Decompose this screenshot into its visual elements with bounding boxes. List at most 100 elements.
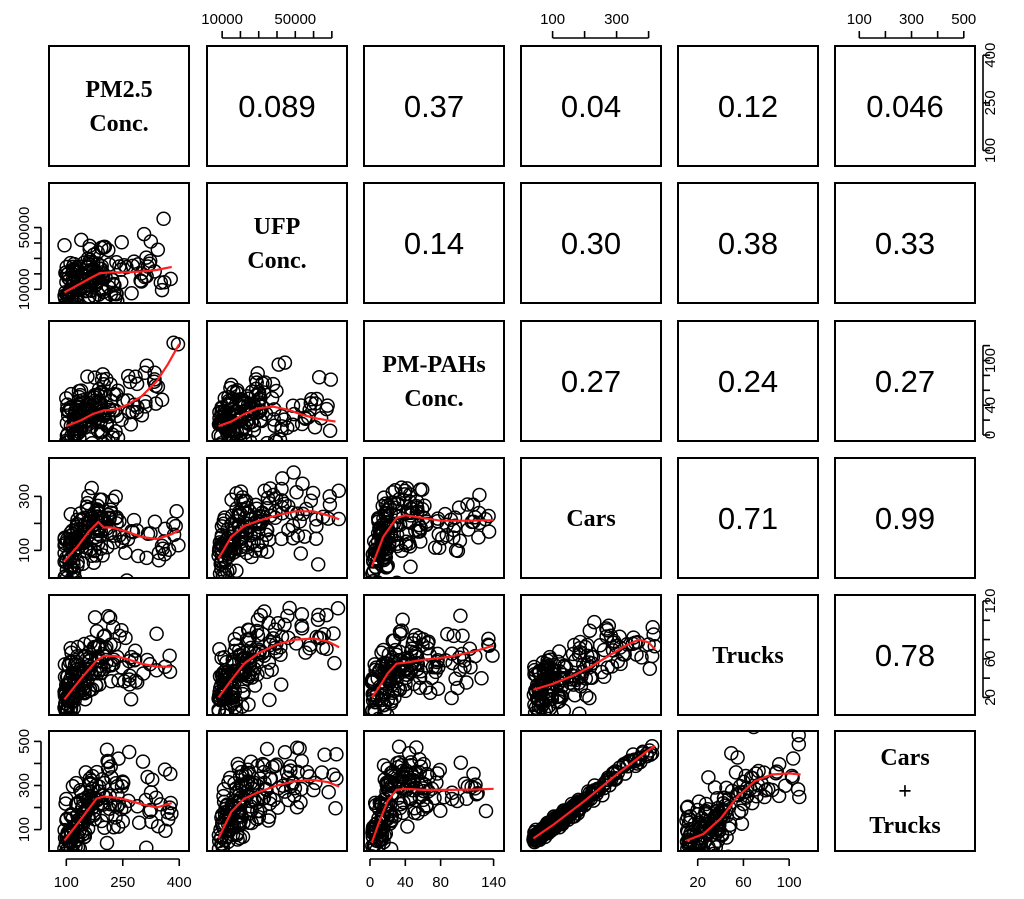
data-point bbox=[143, 802, 159, 818]
data-point bbox=[149, 626, 164, 642]
data-point bbox=[82, 252, 98, 268]
data-point bbox=[222, 808, 238, 824]
data-point bbox=[280, 608, 295, 624]
data-point bbox=[109, 509, 124, 525]
data-point bbox=[60, 702, 75, 714]
data-point bbox=[415, 637, 430, 653]
panel-5-5 bbox=[834, 730, 976, 852]
data-point bbox=[265, 376, 281, 392]
data-point bbox=[277, 744, 293, 760]
data-point bbox=[66, 565, 82, 577]
data-point bbox=[261, 615, 276, 631]
data-point bbox=[273, 647, 288, 663]
data-point bbox=[65, 446, 78, 459]
tick-label: 250 bbox=[982, 90, 999, 115]
panel-frame bbox=[834, 594, 976, 716]
data-point bbox=[242, 433, 258, 440]
data-point bbox=[213, 414, 228, 429]
data-point bbox=[683, 846, 697, 850]
data-point bbox=[472, 487, 487, 503]
panel-frame bbox=[677, 320, 819, 442]
data-point bbox=[384, 808, 400, 824]
data-point bbox=[265, 760, 280, 775]
data-point bbox=[73, 851, 86, 864]
panel-0-3 bbox=[520, 45, 662, 167]
data-point bbox=[68, 444, 81, 457]
data-point bbox=[322, 497, 338, 512]
tick-label: 100 bbox=[16, 538, 33, 563]
data-point bbox=[100, 507, 116, 523]
data-point bbox=[267, 418, 282, 433]
data-point bbox=[791, 736, 807, 752]
data-point bbox=[531, 698, 547, 714]
data-point bbox=[129, 523, 145, 538]
data-point bbox=[214, 530, 229, 545]
data-point bbox=[272, 432, 288, 440]
data-point bbox=[79, 397, 95, 412]
data-point bbox=[531, 824, 547, 840]
data-point bbox=[322, 489, 337, 504]
data-point bbox=[433, 803, 448, 819]
smooth-line bbox=[218, 405, 336, 428]
data-point bbox=[84, 480, 99, 496]
data-point bbox=[681, 832, 696, 847]
data-point bbox=[393, 796, 408, 812]
data-point bbox=[236, 657, 251, 672]
data-point bbox=[376, 642, 391, 658]
data-point bbox=[463, 659, 478, 675]
data-point bbox=[697, 856, 710, 869]
data-point bbox=[224, 444, 237, 457]
data-point bbox=[148, 396, 164, 411]
data-point bbox=[68, 427, 84, 440]
data-point bbox=[275, 471, 290, 486]
data-point bbox=[790, 782, 806, 797]
data-point bbox=[216, 681, 232, 696]
data-point bbox=[214, 650, 229, 666]
data-point bbox=[57, 238, 72, 253]
data-point bbox=[119, 259, 134, 275]
data-point bbox=[94, 283, 109, 298]
data-point bbox=[578, 671, 594, 686]
data-point bbox=[365, 671, 380, 686]
data-point bbox=[226, 525, 242, 541]
data-point bbox=[63, 536, 79, 552]
data-point bbox=[75, 393, 90, 408]
data-point bbox=[556, 673, 571, 688]
data-point bbox=[410, 806, 425, 821]
smooth-line bbox=[63, 520, 180, 562]
data-point bbox=[67, 570, 83, 577]
data-point bbox=[236, 396, 251, 412]
data-point bbox=[271, 357, 286, 372]
data-point bbox=[122, 374, 138, 390]
data-point bbox=[602, 770, 618, 786]
correlation-value: 0.27 bbox=[875, 364, 935, 399]
data-point bbox=[90, 536, 106, 551]
correlation-value: 0.27 bbox=[561, 364, 621, 399]
panel-frame bbox=[834, 182, 976, 304]
data-point bbox=[282, 600, 297, 616]
data-point bbox=[222, 770, 238, 786]
panel-4-5 bbox=[834, 594, 976, 716]
tick-label: 60 bbox=[982, 651, 999, 668]
data-point bbox=[80, 369, 95, 384]
data-point bbox=[380, 782, 396, 798]
data-point bbox=[70, 639, 86, 655]
data-point bbox=[61, 658, 76, 674]
data-point bbox=[108, 510, 123, 526]
panel-frame bbox=[363, 182, 505, 304]
data-point bbox=[527, 705, 543, 714]
data-point bbox=[764, 782, 780, 798]
data-point bbox=[213, 858, 226, 871]
data-point bbox=[87, 306, 100, 319]
panel-2-4 bbox=[677, 320, 819, 442]
data-point bbox=[368, 849, 376, 850]
tick-label: 80 bbox=[432, 874, 449, 891]
scatter-points bbox=[526, 739, 660, 850]
data-point bbox=[277, 617, 292, 633]
data-point bbox=[257, 757, 272, 773]
data-point bbox=[252, 771, 268, 786]
data-point bbox=[224, 508, 240, 524]
data-point bbox=[95, 367, 111, 382]
data-point bbox=[326, 626, 341, 641]
